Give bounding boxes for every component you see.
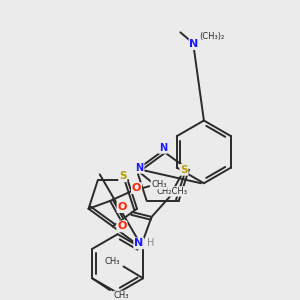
- Text: CH₃: CH₃: [114, 291, 129, 300]
- Text: CH₂CH₃: CH₂CH₃: [156, 187, 188, 196]
- Text: N: N: [190, 39, 199, 49]
- Text: CH₃: CH₃: [151, 180, 167, 189]
- Text: (CH₃)₂: (CH₃)₂: [199, 32, 224, 41]
- Text: N: N: [134, 238, 143, 248]
- Text: N: N: [136, 163, 144, 173]
- Text: S: S: [180, 165, 188, 175]
- Text: O: O: [132, 183, 141, 193]
- Text: CH₃: CH₃: [104, 257, 119, 266]
- Text: N: N: [159, 143, 167, 153]
- Text: S: S: [119, 171, 127, 181]
- Text: O: O: [117, 221, 127, 231]
- Text: H: H: [147, 238, 154, 248]
- Text: O: O: [118, 202, 127, 212]
